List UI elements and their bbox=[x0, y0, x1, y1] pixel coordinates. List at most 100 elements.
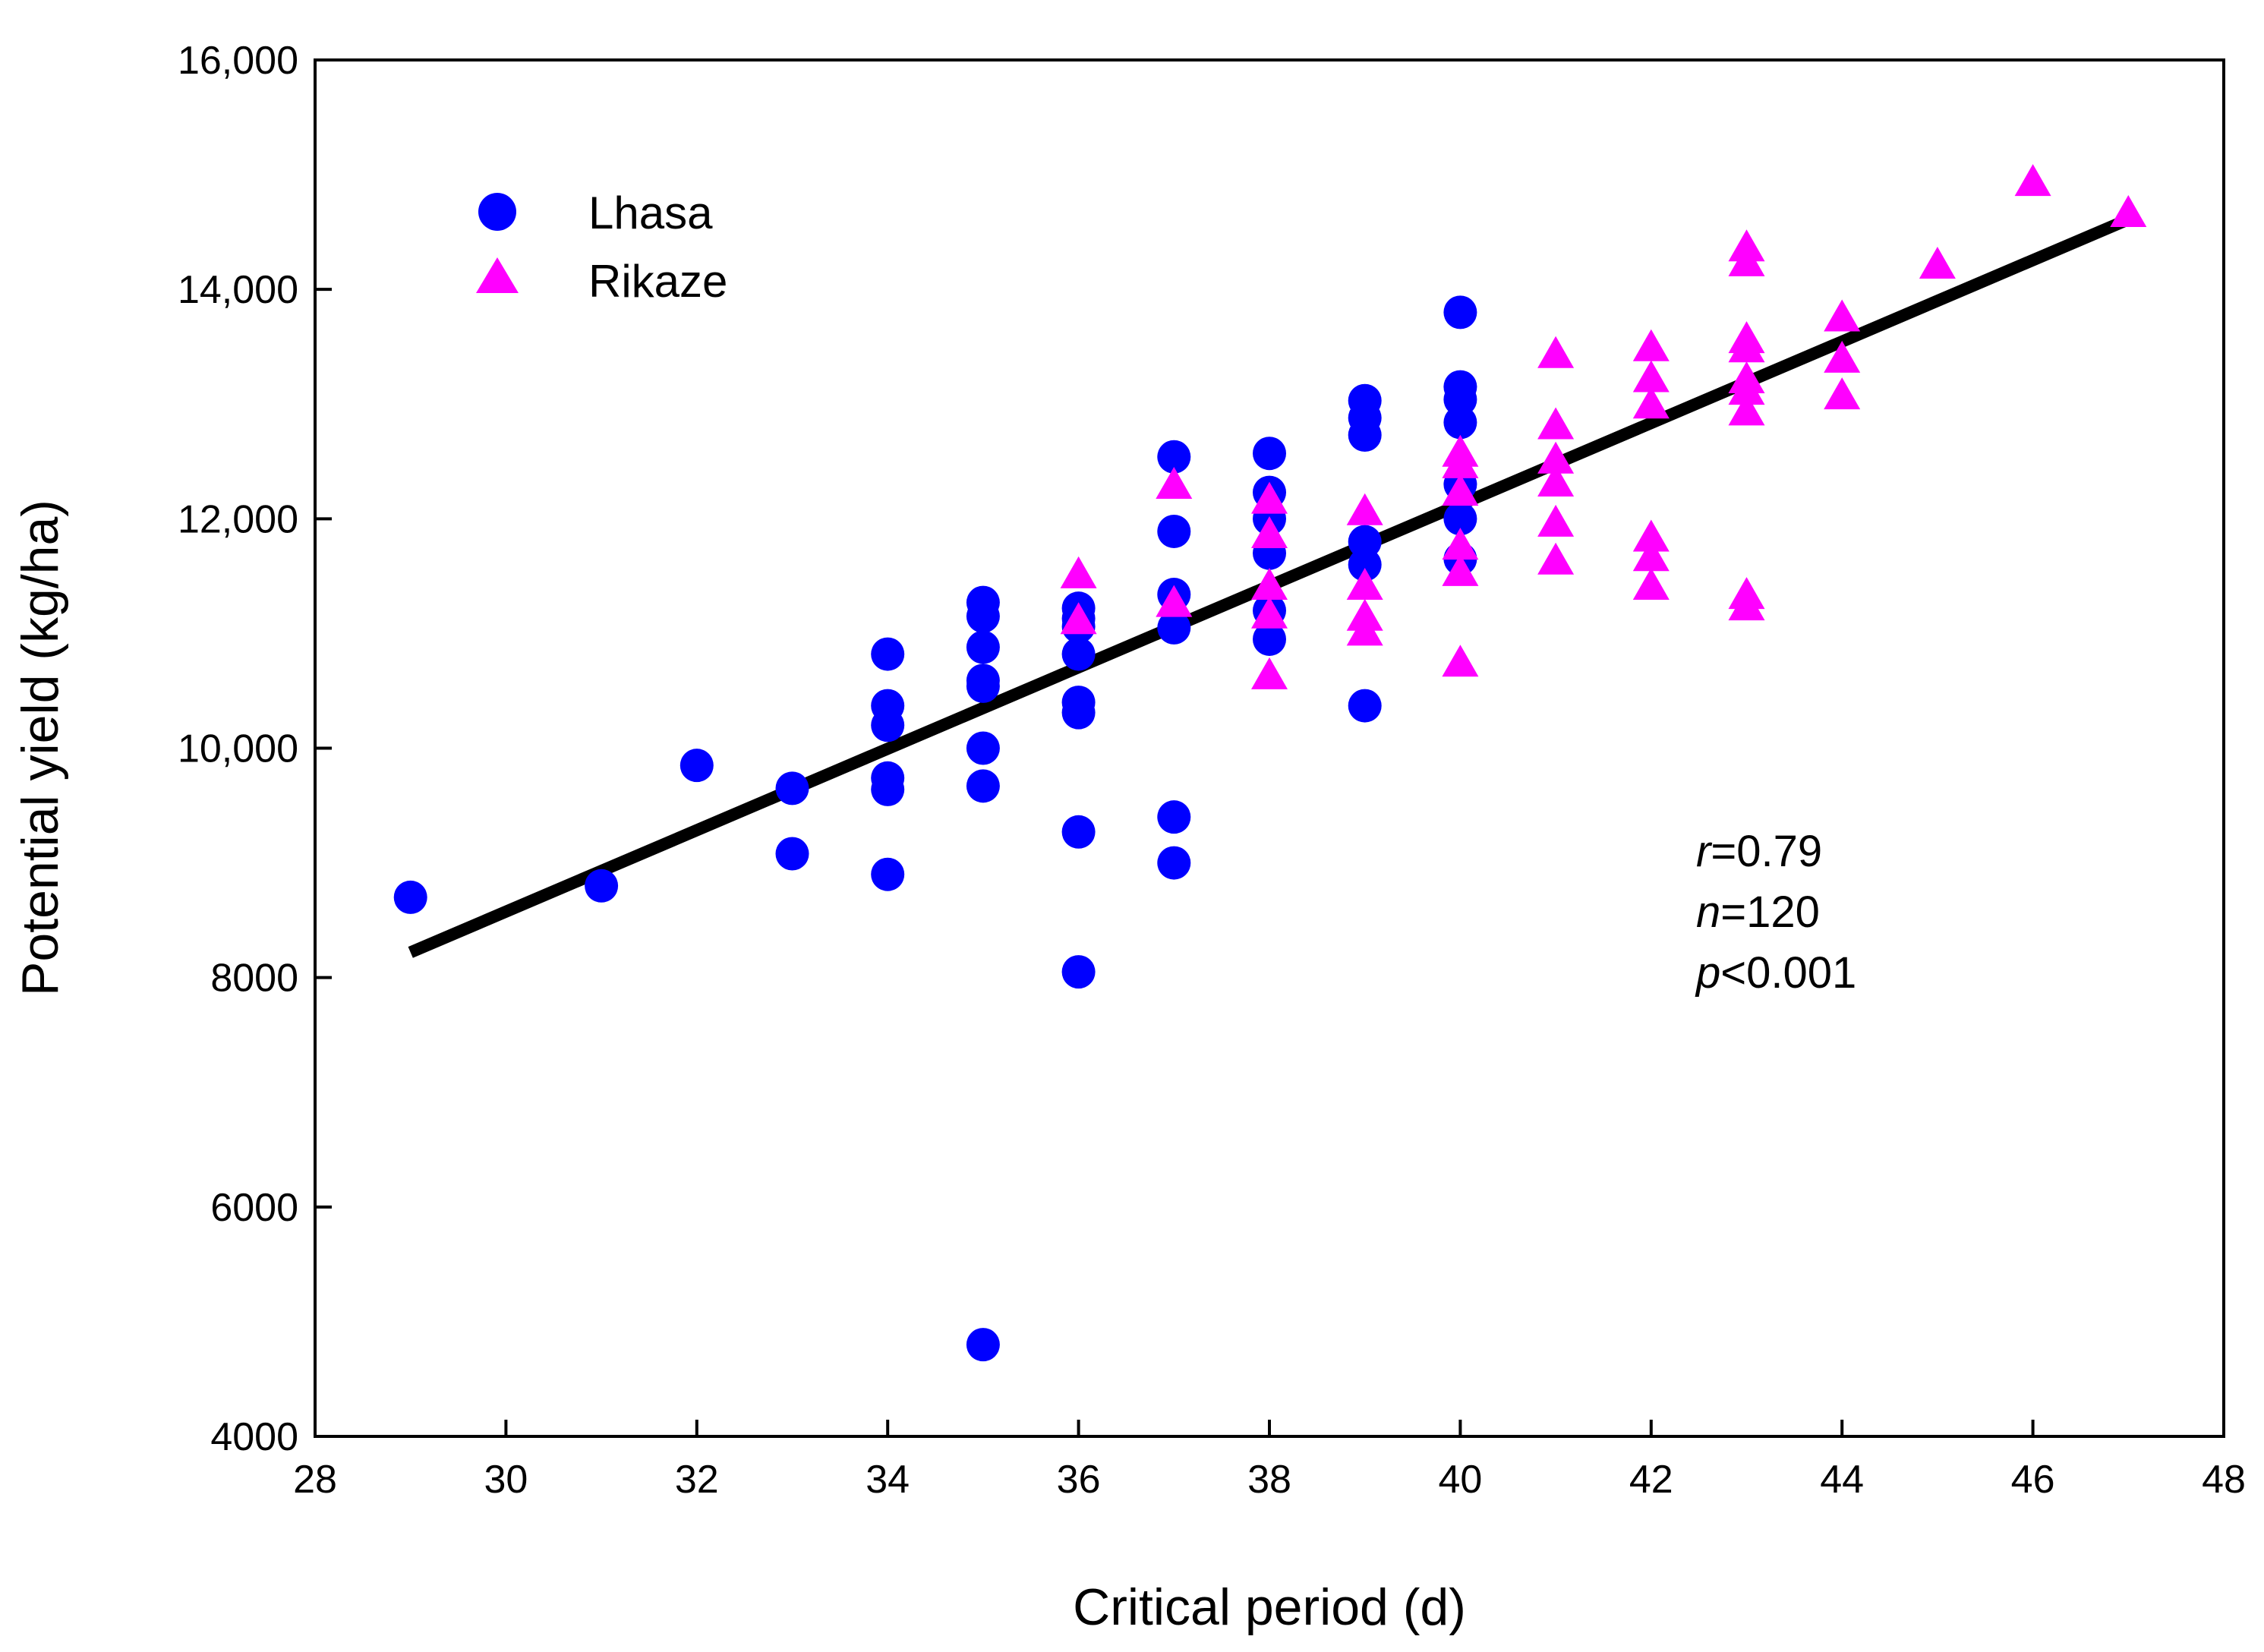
rikaze-point bbox=[1537, 407, 1575, 440]
lhasa-point bbox=[775, 771, 809, 806]
lhasa-point bbox=[1157, 440, 1191, 474]
rikaze-point bbox=[1632, 539, 1670, 572]
rikaze-point bbox=[1632, 329, 1670, 361]
y-tick-label: 8000 bbox=[210, 957, 298, 1001]
lhasa-point bbox=[966, 630, 1000, 664]
rikaze-point bbox=[1728, 244, 1765, 276]
lhasa-point bbox=[1157, 846, 1191, 880]
rikaze-point bbox=[1824, 299, 1861, 332]
lhasa-point bbox=[1348, 547, 1382, 582]
lhasa-point bbox=[871, 708, 905, 742]
rikaze-point bbox=[1442, 446, 1479, 478]
stat-r-symbol: r bbox=[1696, 827, 1713, 876]
y-tick-label: 6000 bbox=[210, 1186, 298, 1230]
rikaze-point bbox=[1824, 340, 1861, 373]
lhasa-point bbox=[1443, 383, 1477, 417]
y-tick-label: 14,000 bbox=[178, 268, 298, 312]
stat-p-symbol: p bbox=[1695, 948, 1720, 998]
rikaze-point bbox=[2014, 164, 2051, 197]
rikaze-point bbox=[1346, 613, 1383, 646]
lhasa-point bbox=[1253, 437, 1286, 471]
rikaze-point bbox=[1060, 556, 1097, 588]
legend: Lhasa Rikaze bbox=[476, 188, 727, 307]
stat-n: n=120 bbox=[1696, 887, 1820, 937]
stat-n-value: =120 bbox=[1720, 887, 1820, 937]
rikaze-point bbox=[1728, 588, 1765, 621]
rikaze-point bbox=[1442, 474, 1479, 506]
x-axis-title: Critical period (d) bbox=[1073, 1578, 1466, 1636]
legend-label-rikaze: Rikaze bbox=[588, 256, 727, 307]
x-tick-label: 28 bbox=[293, 1458, 337, 1502]
legend-label-lhasa: Lhasa bbox=[588, 188, 713, 238]
rikaze-point bbox=[1632, 567, 1670, 600]
x-tick-label: 30 bbox=[484, 1458, 528, 1502]
rikaze-point bbox=[1728, 330, 1765, 363]
lhasa-point bbox=[1061, 955, 1096, 989]
rikaze-point bbox=[1251, 596, 1288, 629]
rikaze-point bbox=[1537, 441, 1575, 474]
lhasa-point bbox=[1253, 622, 1286, 656]
lhasa-point bbox=[1443, 405, 1477, 440]
rikaze-point bbox=[1537, 465, 1575, 497]
rikaze-point bbox=[1251, 481, 1288, 514]
lhasa-point bbox=[1443, 295, 1477, 329]
rikaze-point bbox=[1251, 515, 1288, 548]
rikaze-point bbox=[1632, 360, 1670, 393]
rikaze-point bbox=[1537, 542, 1575, 575]
lhasa-point bbox=[1157, 514, 1191, 548]
legend-marker-lhasa bbox=[478, 193, 516, 231]
lhasa-point bbox=[871, 772, 905, 806]
rikaze-series bbox=[1060, 164, 2147, 689]
rikaze-point bbox=[1251, 567, 1288, 600]
rikaze-point bbox=[1251, 657, 1288, 689]
statistics-annotation: r=0.79 n=120 p<0.001 bbox=[1695, 827, 1856, 998]
lhasa-point bbox=[1061, 695, 1096, 730]
lhasa-point bbox=[966, 769, 1000, 803]
lhasa-point bbox=[966, 599, 1000, 633]
rikaze-point bbox=[1632, 519, 1670, 552]
stat-r-value: =0.79 bbox=[1711, 827, 1822, 876]
lhasa-point bbox=[680, 749, 714, 783]
lhasa-point bbox=[1061, 637, 1096, 671]
x-tick-label: 46 bbox=[2011, 1458, 2055, 1502]
lhasa-point bbox=[871, 637, 905, 671]
x-axis-ticks: 28 30 32 34 36 38 40 42 44 46 48 bbox=[293, 1420, 2246, 1502]
y-tick-label: 16,000 bbox=[178, 39, 298, 83]
x-tick-label: 34 bbox=[866, 1458, 910, 1502]
legend-marker-rikaze bbox=[476, 257, 519, 293]
rikaze-point bbox=[2110, 194, 2147, 227]
rikaze-point bbox=[1824, 377, 1861, 410]
lhasa-point bbox=[775, 837, 809, 871]
y-tick-label: 10,000 bbox=[178, 727, 298, 771]
stat-n-symbol: n bbox=[1696, 887, 1720, 937]
x-tick-label: 48 bbox=[2202, 1458, 2246, 1502]
lhasa-point bbox=[1348, 689, 1382, 723]
rikaze-point bbox=[1442, 528, 1479, 560]
rikaze-point bbox=[1156, 467, 1193, 500]
lhasa-point bbox=[1443, 502, 1477, 536]
x-tick-label: 40 bbox=[1438, 1458, 1482, 1502]
lhasa-point bbox=[585, 869, 619, 903]
rikaze-point bbox=[1537, 504, 1575, 537]
rikaze-point bbox=[1060, 602, 1097, 635]
lhasa-point bbox=[393, 880, 427, 914]
stat-p: p<0.001 bbox=[1695, 948, 1856, 998]
x-tick-label: 42 bbox=[1629, 1458, 1673, 1502]
x-tick-label: 36 bbox=[1057, 1458, 1101, 1502]
rikaze-point bbox=[1632, 386, 1670, 419]
rikaze-point bbox=[1728, 373, 1765, 405]
lhasa-series bbox=[393, 295, 1477, 1362]
lhasa-point bbox=[871, 857, 905, 891]
lhasa-point bbox=[1061, 815, 1096, 849]
y-axis-ticks: 4000 6000 8000 10,000 12,000 14,000 16,000 bbox=[178, 39, 332, 1459]
y-tick-label: 12,000 bbox=[178, 497, 298, 541]
rikaze-point bbox=[1728, 393, 1765, 426]
lhasa-point bbox=[966, 1328, 1000, 1362]
stat-r: r=0.79 bbox=[1696, 827, 1822, 876]
rikaze-point bbox=[1156, 585, 1193, 617]
lhasa-point bbox=[1157, 800, 1191, 834]
rikaze-point bbox=[1442, 553, 1479, 586]
rikaze-point bbox=[1442, 645, 1479, 677]
y-tick-label: 4000 bbox=[210, 1415, 298, 1459]
